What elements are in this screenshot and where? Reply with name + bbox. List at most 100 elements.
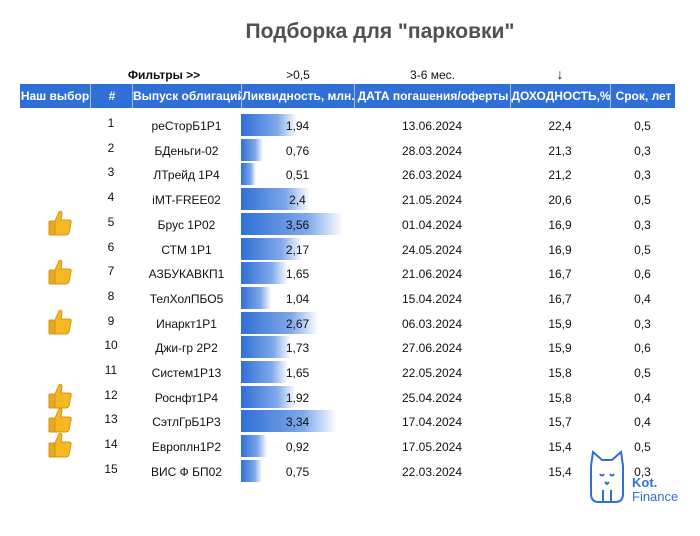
- term-value: 0,5: [634, 193, 651, 208]
- liquidity-bar: [241, 212, 343, 235]
- liquidity-value: 1,94: [285, 119, 310, 133]
- bond-name: ЛТрейд 1Р4: [153, 168, 220, 183]
- liquidity-value: 0,92: [285, 440, 310, 455]
- yield-value: 15,7: [548, 415, 572, 430]
- yield-value: 15,4: [548, 464, 572, 479]
- logo-line2: Finance: [632, 489, 679, 504]
- liquidity-bar: [241, 385, 296, 408]
- filter-liquidity: >0,5: [286, 68, 310, 82]
- liquidity-value: 3,56: [285, 217, 310, 232]
- row-num: 5: [107, 214, 115, 229]
- row-num: 3: [107, 165, 115, 180]
- term-value: 0,5: [634, 366, 651, 380]
- maturity-date: 28.03.2024: [401, 143, 463, 158]
- liquidity-value: 0,51: [285, 168, 310, 183]
- maturity-date: 13.06.2024: [401, 119, 463, 133]
- row-num: 12: [104, 387, 118, 402]
- yield-value: 15,8: [548, 366, 572, 380]
- term-value: 0,3: [634, 464, 651, 479]
- liquidity-value: 1,65: [285, 366, 310, 380]
- liquidity-bar: [241, 138, 263, 161]
- header-bond[interactable]: Выпуск облигаций: [132, 84, 242, 108]
- liquidity-value: 2,17: [285, 242, 310, 257]
- term-value: 0,3: [634, 316, 651, 331]
- header-liquidity[interactable]: Ликвидность, млн.: [241, 84, 355, 108]
- bond-name: Инаркт1Р1: [156, 316, 217, 331]
- yield-value: 22,4: [548, 119, 572, 133]
- row-num: 9: [107, 313, 115, 328]
- liquidity-bar: [241, 286, 271, 309]
- header-num[interactable]: #: [90, 84, 133, 108]
- table-row: 8 ТелХолПБО5 1,04 15.04.2024 16,7 0,4: [0, 286, 700, 311]
- bond-name: реСторБ1Р1: [151, 119, 222, 133]
- bond-name: ТелХолПБО5: [149, 291, 224, 306]
- header-yield[interactable]: ДОХОДНОСТЬ,%: [510, 84, 611, 108]
- bond-name: Европлн1Р2: [151, 440, 222, 455]
- logo-line1: Kot.: [632, 475, 658, 490]
- bond-name: Роснфт1Р4: [154, 390, 219, 405]
- yield-value: 16,9: [548, 217, 572, 232]
- table-row: 4 iMT-FREE02 2,4 21.05.2024 20,6 0,5: [0, 188, 700, 212]
- bond-name: iMT-FREE02: [152, 193, 221, 208]
- liquidity-bar: [241, 163, 256, 186]
- maturity-date: 21.06.2024: [401, 267, 463, 282]
- header-choice[interactable]: Наш выбор: [20, 89, 90, 103]
- liquidity-value: 3,34: [285, 415, 310, 430]
- bond-name: Брус 1Р02: [157, 217, 216, 232]
- table-row: 9 Инаркт1Р1 2,67 06.03.2024 15,9 0,3: [0, 309, 700, 336]
- bond-name: СТМ 1Р1: [161, 242, 212, 257]
- liquidity-bar: [241, 262, 288, 285]
- liquidity-value: 0,75: [285, 464, 310, 479]
- table-row: 14 Европлн1Р2 0,92 17.05.2024 15,4 0,5: [0, 432, 700, 459]
- header-term[interactable]: Срок, лет: [610, 84, 676, 108]
- row-num: 8: [107, 288, 115, 303]
- table-row: 11 Систем1Р13 1,65 22.05.2024 15,8 0,5: [0, 361, 700, 385]
- row-num: 11: [104, 363, 118, 377]
- table-row: 13 СэтлГрБ1Р3 3,34 17.04.2024 15,7 0,4: [0, 408, 700, 434]
- yield-value: 15,9: [548, 341, 572, 356]
- maturity-date: 25.04.2024: [401, 390, 463, 405]
- row-num: 13: [104, 412, 118, 427]
- liquidity-bar: [241, 336, 291, 359]
- liquidity-bar: [241, 188, 310, 211]
- table-row: 3 ЛТрейд 1Р4 0,51 26.03.2024 21,2 0,3: [0, 163, 700, 187]
- header-date[interactable]: ДАТА погашения/оферты: [354, 84, 511, 108]
- liquidity-bar: [241, 237, 303, 260]
- term-value: 0,5: [634, 119, 651, 133]
- liquidity-value: 0,76: [285, 143, 310, 158]
- table-header: Наш выбор # Выпуск облигаций Ликвидность…: [20, 84, 675, 108]
- maturity-date: 26.03.2024: [401, 168, 463, 183]
- term-value: 0,3: [634, 168, 651, 183]
- maturity-date: 01.04.2024: [401, 217, 463, 232]
- table-row: 1 реСторБ1Р1 1,94 13.06.2024 22,4 0,5: [0, 114, 700, 138]
- maturity-date: 06.03.2024: [401, 316, 463, 331]
- liquidity-bar: [241, 311, 318, 334]
- liquidity-bar: [241, 459, 262, 482]
- sort-arrow-icon[interactable]: ↓: [556, 66, 564, 82]
- maturity-date: 17.05.2024: [401, 440, 463, 455]
- maturity-date: 22.05.2024: [401, 366, 463, 380]
- kot-finance-logo: [590, 450, 624, 503]
- table-row: 2 БДеньги-02 0,76 28.03.2024 21,3 0,3: [0, 138, 700, 163]
- yield-value: 16,9: [548, 242, 572, 257]
- bond-name: СэтлГрБ1Р3: [152, 415, 221, 430]
- thumbs-up-icon: [46, 258, 74, 286]
- term-value: 0,3: [634, 143, 651, 158]
- liquidity-value: 2,4: [289, 193, 306, 208]
- filters-row: Фильтры >> >0,5 3-6 мес. ↓: [0, 66, 700, 82]
- page-title: Подборка для "парковки": [245, 20, 515, 43]
- yield-value: 16,7: [548, 291, 572, 306]
- bond-name: Джи-гр 2Р2: [155, 341, 218, 356]
- thumbs-up-icon: [46, 382, 74, 410]
- table-row: 6 СТМ 1Р1 2,17 24.05.2024 16,9 0,5: [0, 237, 700, 262]
- thumbs-up-icon: [46, 209, 74, 237]
- yield-value: 15,4: [548, 440, 572, 455]
- maturity-date: 22.03.2024: [401, 464, 463, 479]
- liquidity-bar: [241, 410, 337, 433]
- liquidity-value: 1,73: [285, 341, 310, 356]
- liquidity-value: 1,04: [285, 291, 310, 306]
- yield-value: 15,8: [548, 390, 572, 405]
- term-value: 0,6: [634, 267, 651, 282]
- table-row: 15 ВИС Ф БП02 0,75 22.03.2024 15,4 0,3: [0, 459, 700, 484]
- table-row: 5 Брус 1Р02 3,56 01.04.2024 16,9 0,3: [0, 210, 700, 237]
